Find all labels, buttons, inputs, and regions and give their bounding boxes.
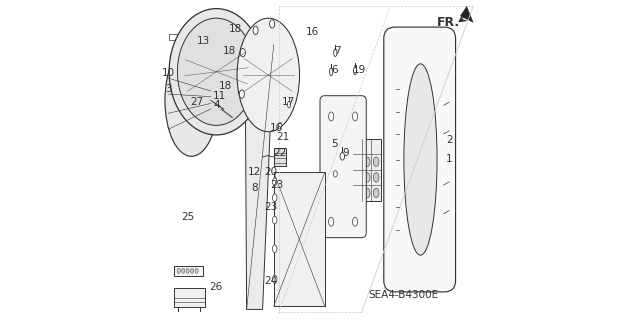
Bar — [174, 288, 205, 307]
Text: 1: 1 — [446, 154, 452, 165]
Ellipse shape — [237, 18, 300, 132]
Text: 4: 4 — [213, 100, 220, 110]
Text: 21: 21 — [276, 132, 290, 142]
Ellipse shape — [287, 101, 291, 108]
Text: 6: 6 — [331, 65, 338, 75]
Text: 23: 23 — [270, 180, 284, 190]
Ellipse shape — [253, 26, 258, 34]
Ellipse shape — [191, 268, 194, 273]
Ellipse shape — [273, 216, 277, 224]
Ellipse shape — [177, 18, 255, 125]
Text: 18: 18 — [229, 24, 242, 34]
Ellipse shape — [353, 217, 358, 226]
Bar — [170, 34, 219, 40]
Ellipse shape — [177, 268, 180, 273]
Ellipse shape — [239, 90, 244, 98]
Ellipse shape — [273, 275, 277, 283]
Ellipse shape — [273, 194, 277, 202]
Ellipse shape — [273, 178, 277, 186]
Ellipse shape — [404, 64, 437, 255]
Text: 3: 3 — [165, 84, 172, 94]
Ellipse shape — [333, 49, 337, 56]
Ellipse shape — [328, 217, 333, 226]
Text: 7: 7 — [334, 46, 341, 56]
Text: SEA4-B4300E: SEA4-B4300E — [368, 290, 438, 300]
Text: 13: 13 — [197, 36, 210, 47]
Text: 20: 20 — [264, 167, 277, 177]
Ellipse shape — [278, 122, 282, 129]
Ellipse shape — [269, 20, 275, 28]
Text: 17: 17 — [282, 97, 295, 107]
Text: FR.: FR. — [436, 16, 460, 29]
Ellipse shape — [373, 157, 379, 167]
Text: 9: 9 — [343, 148, 349, 158]
Ellipse shape — [182, 268, 185, 273]
Bar — [353, 139, 381, 201]
Text: 22: 22 — [273, 148, 287, 158]
Ellipse shape — [165, 45, 218, 156]
Text: 8: 8 — [252, 183, 258, 193]
Ellipse shape — [355, 188, 361, 198]
Text: 11: 11 — [213, 91, 226, 101]
Ellipse shape — [240, 48, 245, 57]
Text: 10: 10 — [162, 68, 175, 78]
Ellipse shape — [212, 99, 216, 105]
Text: 23: 23 — [264, 202, 277, 212]
Polygon shape — [245, 45, 274, 309]
Ellipse shape — [328, 112, 333, 121]
Text: 24: 24 — [264, 276, 277, 286]
Ellipse shape — [353, 112, 358, 121]
FancyBboxPatch shape — [384, 27, 456, 292]
Ellipse shape — [355, 157, 361, 167]
Text: 2: 2 — [446, 135, 452, 145]
Ellipse shape — [353, 67, 356, 75]
Ellipse shape — [364, 188, 370, 198]
Text: 5: 5 — [331, 138, 338, 149]
Ellipse shape — [333, 171, 337, 177]
Ellipse shape — [169, 9, 264, 135]
FancyBboxPatch shape — [222, 108, 236, 128]
Text: 25: 25 — [181, 212, 195, 222]
Ellipse shape — [330, 68, 333, 76]
Text: 27: 27 — [191, 97, 204, 107]
Ellipse shape — [186, 268, 189, 273]
Text: 16: 16 — [305, 27, 319, 37]
Bar — [274, 148, 286, 166]
Ellipse shape — [373, 173, 379, 182]
Text: 12: 12 — [248, 167, 261, 177]
Ellipse shape — [273, 245, 277, 253]
Text: 19: 19 — [353, 65, 367, 75]
Ellipse shape — [340, 152, 344, 160]
Text: 16: 16 — [270, 122, 284, 133]
Ellipse shape — [364, 157, 370, 167]
Polygon shape — [460, 6, 473, 22]
Ellipse shape — [373, 188, 379, 198]
Ellipse shape — [195, 268, 198, 273]
Polygon shape — [274, 172, 324, 306]
Text: 26: 26 — [210, 282, 223, 292]
Bar — [174, 266, 204, 276]
Text: 18: 18 — [220, 81, 232, 91]
FancyBboxPatch shape — [320, 96, 366, 238]
Ellipse shape — [364, 173, 370, 182]
Ellipse shape — [355, 173, 361, 182]
Text: 18: 18 — [223, 46, 236, 56]
